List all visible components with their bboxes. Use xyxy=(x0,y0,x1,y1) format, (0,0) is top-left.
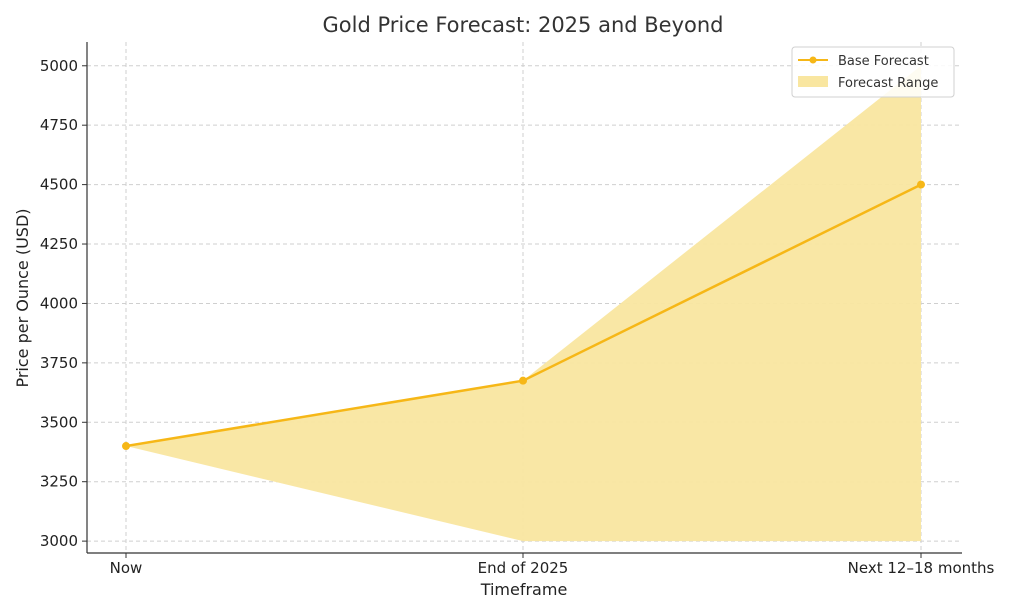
legend-frame xyxy=(791,46,955,98)
legend-label-base-forecast: Base Forecast xyxy=(838,54,929,69)
legend-label-forecast-range: Forecast Range xyxy=(838,76,938,91)
x-axis-label: Timeframe xyxy=(480,580,568,599)
x-tick-label: Next 12–18 months xyxy=(848,559,995,577)
x-axis-ticks: Now End of 2025 Next 12–18 months xyxy=(110,553,995,577)
base-forecast-series xyxy=(122,180,925,451)
data-point xyxy=(519,376,527,385)
x-tick-label: Now xyxy=(110,559,143,577)
y-tick-label: 4750 xyxy=(40,116,78,134)
y-tick-label: 3750 xyxy=(40,354,78,372)
y-tick-label: 3000 xyxy=(40,532,78,550)
forecast-range-band xyxy=(126,65,921,542)
y-tick-label: 3500 xyxy=(40,413,78,431)
y-tick-label: 5000 xyxy=(40,57,78,75)
y-tick-label: 4500 xyxy=(40,176,78,194)
data-point xyxy=(917,180,925,189)
legend-marker-swatch xyxy=(809,56,817,64)
y-tick-label: 4250 xyxy=(40,235,78,253)
legend: Base Forecast Forecast Range xyxy=(791,46,955,98)
x-tick-label: End of 2025 xyxy=(478,559,569,577)
legend-band-swatch xyxy=(798,76,828,87)
forecast-range-area xyxy=(126,65,921,542)
data-point xyxy=(122,442,130,451)
y-axis-ticks: 3000 3250 3500 3750 4000 4250 4500 4750 5000 xyxy=(40,57,87,550)
y-tick-label: 4000 xyxy=(40,294,78,312)
y-axis-label: Price per Ounce (USD) xyxy=(13,208,32,387)
chart-title: Gold Price Forecast: 2025 and Beyond xyxy=(322,13,723,37)
y-tick-label: 3250 xyxy=(40,473,78,491)
